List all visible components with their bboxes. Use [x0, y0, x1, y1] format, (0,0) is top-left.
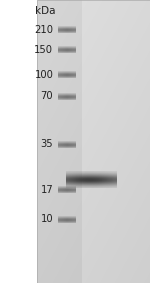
Text: 35: 35 — [41, 139, 53, 149]
Text: kDa: kDa — [35, 6, 56, 16]
Text: 17: 17 — [40, 185, 53, 195]
Text: 70: 70 — [41, 91, 53, 101]
Text: 150: 150 — [34, 44, 53, 55]
Text: 100: 100 — [34, 70, 53, 80]
Text: 10: 10 — [41, 214, 53, 224]
Text: 210: 210 — [34, 25, 53, 35]
Bar — [37, 0, 150, 283]
